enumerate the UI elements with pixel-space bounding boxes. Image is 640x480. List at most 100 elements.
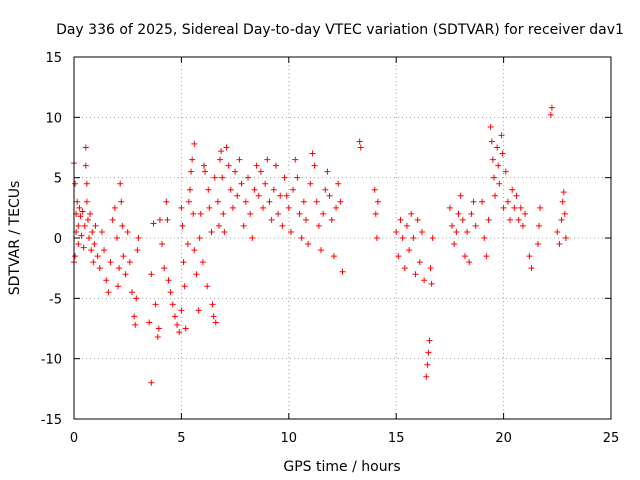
data-point xyxy=(283,192,290,199)
data-point xyxy=(83,198,90,205)
data-point xyxy=(171,313,178,320)
data-point xyxy=(154,333,161,340)
chart-title: Day 336 of 2025, Sidereal Day-to-day VTE… xyxy=(56,22,624,38)
data-point xyxy=(249,235,256,241)
data-point xyxy=(244,174,251,181)
data-point xyxy=(128,289,135,296)
data-point xyxy=(260,204,267,211)
data-point xyxy=(202,168,209,175)
data-point xyxy=(302,216,309,223)
data-point xyxy=(495,162,502,169)
data-point xyxy=(490,174,497,181)
data-point xyxy=(221,228,228,235)
data-point xyxy=(534,241,541,248)
y-tick-label: -10 xyxy=(41,353,62,368)
data-point xyxy=(461,253,468,260)
data-point xyxy=(164,216,171,223)
data-point xyxy=(333,204,340,211)
data-point xyxy=(200,162,207,169)
data-point xyxy=(188,168,195,175)
data-point xyxy=(240,222,247,229)
data-point xyxy=(181,283,188,290)
data-point xyxy=(178,204,185,211)
data-point xyxy=(232,168,239,175)
data-point xyxy=(559,198,566,205)
data-point xyxy=(526,253,533,260)
data-point xyxy=(357,144,364,151)
data-point xyxy=(339,268,346,275)
data-point xyxy=(418,228,425,235)
data-point xyxy=(191,140,198,147)
data-point xyxy=(427,265,434,272)
grid-lines xyxy=(74,57,611,419)
x-tick-label: 25 xyxy=(603,431,620,446)
data-point xyxy=(111,204,118,211)
x-axis-title: GPS time / hours xyxy=(283,459,400,475)
data-point xyxy=(199,259,206,266)
data-point xyxy=(89,228,96,235)
data-point xyxy=(556,241,563,248)
data-point xyxy=(287,228,294,235)
data-point xyxy=(266,198,273,205)
data-point xyxy=(483,253,490,260)
data-point xyxy=(561,210,568,217)
data-point xyxy=(554,228,561,235)
data-point xyxy=(179,222,186,229)
data-point xyxy=(247,210,254,217)
data-point xyxy=(212,319,219,326)
data-point xyxy=(298,235,305,241)
data-point xyxy=(185,198,192,205)
data-point xyxy=(481,235,488,241)
y-tick-label: -15 xyxy=(41,413,62,428)
data-point xyxy=(91,241,98,248)
data-point xyxy=(90,259,97,266)
data-point xyxy=(78,232,85,239)
data-point xyxy=(169,301,176,308)
y-tick-label: -5 xyxy=(49,292,62,307)
data-point xyxy=(408,210,415,217)
data-point xyxy=(105,289,112,296)
data-point xyxy=(507,216,514,223)
data-point xyxy=(393,228,400,235)
data-point xyxy=(113,235,120,241)
data-point xyxy=(429,235,436,241)
data-point xyxy=(92,222,99,229)
y-tick-label: 10 xyxy=(45,111,62,126)
data-point xyxy=(133,295,140,302)
data-point xyxy=(335,180,342,187)
data-point xyxy=(311,162,318,169)
data-point xyxy=(489,156,496,163)
data-point xyxy=(371,186,378,193)
data-point xyxy=(109,216,116,223)
data-point xyxy=(77,213,84,220)
data-point xyxy=(161,265,168,272)
data-point xyxy=(492,192,499,199)
data-point xyxy=(318,247,325,254)
data-point xyxy=(517,204,524,211)
data-point xyxy=(406,247,413,254)
data-point xyxy=(126,259,133,266)
data-point xyxy=(459,216,466,223)
data-point xyxy=(513,192,520,199)
data-point xyxy=(94,253,101,260)
data-point xyxy=(195,307,202,314)
data-point xyxy=(215,222,222,229)
data-point xyxy=(115,283,122,290)
data-point xyxy=(307,180,314,187)
data-point xyxy=(117,180,124,187)
data-point xyxy=(515,216,522,223)
data-points xyxy=(71,104,569,386)
data-point xyxy=(488,138,495,145)
data-point xyxy=(498,132,505,139)
data-point xyxy=(208,228,215,235)
data-point xyxy=(220,210,227,217)
data-point xyxy=(84,216,91,223)
data-point xyxy=(98,228,105,235)
data-point xyxy=(189,156,196,163)
data-point xyxy=(509,186,516,193)
data-point xyxy=(487,123,494,130)
data-point xyxy=(264,156,271,163)
data-point xyxy=(426,337,433,344)
data-point xyxy=(446,204,453,211)
data-point xyxy=(118,198,125,205)
